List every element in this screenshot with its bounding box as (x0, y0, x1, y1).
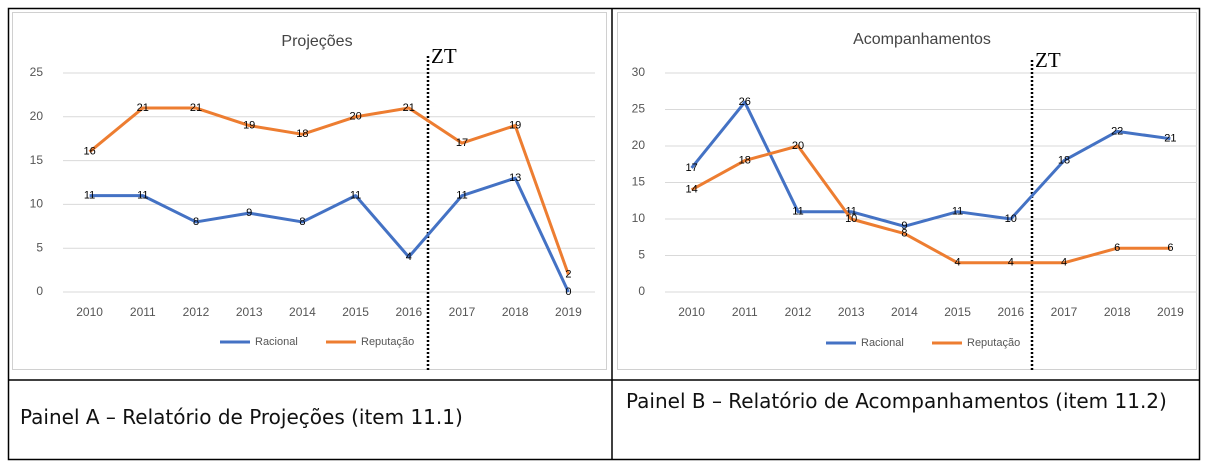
y-tick-label: 5 (36, 240, 43, 254)
table-border (7, 7, 1201, 461)
y-tick-label: 0 (36, 284, 43, 298)
y-tick-label: 10 (632, 211, 646, 225)
data-label: 4 (1008, 257, 1014, 269)
chart-frame (617, 12, 1197, 370)
series-line (89, 176, 570, 293)
x-tick-label: 2010 (76, 305, 103, 319)
data-label: 6 (1167, 242, 1173, 254)
x-tick-label: 2016 (395, 305, 422, 319)
series-line (690, 100, 1171, 228)
x-tick-label: 2019 (1157, 305, 1184, 319)
caption: Painel B – Relatório de Acompanhamentos … (626, 389, 1167, 413)
data-label: 17 (685, 162, 697, 174)
y-tick-label: 15 (30, 153, 44, 167)
data-label: 11 (350, 190, 361, 202)
data-label: 4 (406, 251, 412, 263)
data-label: 21 (403, 102, 415, 114)
legend-label: Reputação (361, 336, 414, 348)
data-label: 11 (84, 190, 95, 202)
data-label: 10 (1005, 213, 1017, 225)
data-label: 0 (565, 286, 571, 298)
x-tick-label: 2013 (236, 305, 263, 319)
legend-label: Racional (255, 336, 298, 348)
data-label: 8 (299, 216, 305, 228)
y-tick-label: 30 (632, 65, 646, 79)
caption: Painel A – Relatório de Projeções (item … (20, 405, 463, 429)
data-label: 19 (509, 119, 521, 131)
data-label: 21 (190, 102, 202, 114)
chart-title: Projeções (281, 33, 352, 50)
legend-label: Reputação (967, 337, 1020, 349)
data-label: 6 (1114, 242, 1120, 254)
x-tick-label: 2011 (732, 305, 758, 319)
y-tick-label: 10 (30, 197, 44, 211)
data-label: 4 (1061, 257, 1067, 269)
data-label: 11 (845, 206, 856, 218)
data-label: 19 (243, 119, 255, 131)
data-label: 11 (952, 206, 963, 218)
data-label: 11 (137, 190, 148, 202)
data-label: 21 (137, 102, 149, 114)
y-tick-label: 0 (638, 284, 645, 298)
x-tick-label: 2013 (838, 305, 865, 319)
x-tick-label: 2016 (997, 305, 1024, 319)
data-label: 11 (792, 206, 803, 218)
data-label: 18 (739, 155, 751, 167)
y-tick-label: 25 (30, 65, 44, 79)
data-label: 20 (792, 140, 804, 152)
data-label: 26 (739, 96, 751, 108)
x-tick-label: 2015 (342, 305, 369, 319)
data-label: 22 (1111, 125, 1123, 137)
annotation: ZT (1035, 48, 1061, 72)
data-label: 4 (955, 257, 961, 269)
y-tick-label: 5 (638, 248, 645, 262)
annotation: ZT (431, 44, 457, 68)
y-tick-label: 15 (632, 175, 646, 189)
x-tick-label: 2015 (944, 305, 971, 319)
series-line (690, 144, 1171, 265)
x-tick-label: 2019 (555, 305, 582, 319)
y-tick-label: 20 (30, 109, 44, 123)
chart-frame (12, 12, 607, 370)
data-label: 11 (456, 190, 467, 202)
data-label: 14 (685, 184, 697, 196)
x-tick-label: 2017 (1051, 305, 1078, 319)
legend-label: Racional (861, 337, 904, 349)
series-line (88, 106, 570, 275)
data-label: 18 (1058, 155, 1070, 167)
y-tick-label: 20 (632, 138, 646, 152)
data-label: 2 (565, 268, 571, 280)
x-tick-label: 2018 (502, 305, 529, 319)
chart-title: Acompanhamentos (853, 31, 991, 48)
data-label: 8 (193, 216, 199, 228)
x-tick-label: 2017 (449, 305, 476, 319)
x-tick-label: 2012 (785, 305, 812, 319)
data-label: 8 (901, 228, 907, 240)
data-label: 20 (349, 111, 361, 123)
x-tick-label: 2014 (891, 305, 918, 319)
x-tick-label: 2018 (1104, 305, 1131, 319)
data-label: 9 (901, 220, 907, 232)
x-tick-label: 2014 (289, 305, 316, 319)
data-label: 21 (1164, 133, 1176, 145)
data-label: 17 (456, 137, 468, 149)
data-label: 10 (845, 213, 857, 225)
x-tick-label: 2011 (130, 305, 156, 319)
y-tick-label: 25 (632, 102, 646, 116)
x-tick-label: 2010 (678, 305, 705, 319)
data-label: 9 (246, 207, 252, 219)
x-tick-label: 2012 (183, 305, 210, 319)
data-label: 13 (509, 172, 521, 184)
data-label: 16 (83, 146, 95, 158)
data-label: 18 (296, 128, 308, 140)
